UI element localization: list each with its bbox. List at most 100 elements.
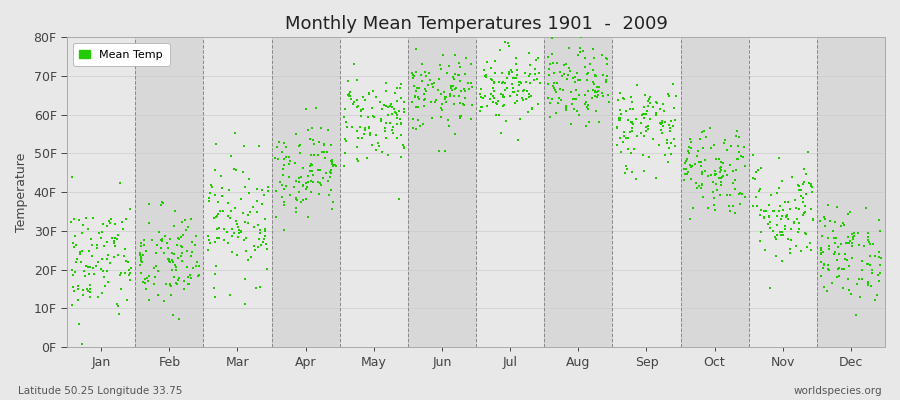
Point bbox=[75, 341, 89, 347]
Point bbox=[715, 166, 729, 173]
Point bbox=[794, 187, 808, 194]
Bar bbox=[135, 37, 203, 347]
Point bbox=[589, 108, 603, 114]
Point bbox=[493, 47, 508, 54]
Point bbox=[816, 284, 831, 290]
Point bbox=[772, 185, 787, 191]
Point bbox=[391, 121, 405, 127]
Point bbox=[612, 115, 626, 122]
Point bbox=[830, 204, 844, 210]
Point bbox=[519, 96, 534, 102]
Point bbox=[545, 83, 560, 89]
Point bbox=[276, 161, 291, 168]
Point bbox=[95, 256, 110, 263]
Point bbox=[778, 214, 793, 220]
Point bbox=[397, 144, 411, 150]
Point bbox=[354, 112, 368, 119]
Point bbox=[749, 194, 763, 200]
Point bbox=[277, 186, 292, 192]
Point bbox=[792, 186, 806, 193]
Point bbox=[214, 192, 229, 199]
Point bbox=[253, 230, 267, 237]
Point bbox=[178, 217, 193, 224]
Point bbox=[813, 218, 827, 224]
Point bbox=[710, 186, 724, 193]
Point bbox=[550, 60, 564, 66]
Point bbox=[268, 188, 283, 194]
Point bbox=[453, 114, 467, 121]
Point bbox=[759, 208, 773, 214]
Point bbox=[279, 144, 293, 151]
Point bbox=[406, 75, 420, 82]
Text: worldspecies.org: worldspecies.org bbox=[794, 386, 882, 396]
Point bbox=[772, 155, 787, 161]
Point bbox=[313, 167, 328, 174]
Point bbox=[621, 135, 635, 141]
Point bbox=[317, 140, 331, 147]
Point bbox=[362, 124, 376, 130]
Point bbox=[483, 64, 498, 71]
Point bbox=[760, 221, 775, 227]
Point bbox=[871, 272, 886, 278]
Point bbox=[649, 99, 663, 106]
Point bbox=[365, 87, 380, 94]
Point bbox=[459, 55, 473, 62]
Point bbox=[432, 75, 446, 82]
Point bbox=[783, 206, 797, 212]
Point bbox=[234, 196, 248, 202]
Point bbox=[552, 95, 566, 102]
Point bbox=[307, 152, 321, 158]
Point bbox=[688, 180, 703, 186]
Point bbox=[390, 85, 404, 91]
Bar bbox=[544, 37, 612, 347]
Point bbox=[727, 177, 742, 183]
Point bbox=[542, 66, 556, 72]
Point bbox=[446, 101, 461, 108]
Point bbox=[545, 60, 560, 66]
Point bbox=[170, 242, 184, 248]
Point bbox=[238, 219, 252, 225]
Point bbox=[713, 169, 727, 175]
Point bbox=[390, 135, 404, 141]
Point bbox=[586, 87, 600, 94]
Point bbox=[627, 146, 642, 152]
Point bbox=[653, 105, 668, 112]
Point bbox=[621, 117, 635, 124]
Point bbox=[637, 110, 652, 117]
Point bbox=[636, 115, 651, 121]
Point bbox=[580, 70, 594, 77]
Point bbox=[457, 71, 472, 77]
Point bbox=[855, 267, 869, 273]
Point bbox=[419, 88, 434, 95]
Point bbox=[247, 224, 261, 230]
Point bbox=[384, 100, 399, 107]
Point bbox=[842, 287, 857, 294]
Point bbox=[362, 89, 376, 96]
Point bbox=[753, 165, 768, 171]
Point bbox=[498, 39, 512, 45]
Point bbox=[417, 97, 431, 103]
Point bbox=[163, 281, 177, 287]
Point bbox=[73, 251, 87, 257]
Point bbox=[94, 235, 108, 241]
Point bbox=[169, 266, 184, 273]
Point bbox=[834, 223, 849, 230]
Point bbox=[714, 164, 728, 170]
Point bbox=[752, 188, 766, 194]
Point bbox=[712, 174, 726, 181]
Point bbox=[814, 246, 828, 253]
Point bbox=[372, 143, 386, 149]
Point bbox=[208, 271, 222, 277]
Point bbox=[486, 85, 500, 91]
Point bbox=[250, 198, 265, 204]
Point bbox=[415, 60, 429, 67]
Point bbox=[726, 202, 741, 209]
Point bbox=[241, 212, 256, 218]
Point bbox=[529, 57, 544, 63]
Point bbox=[496, 79, 510, 85]
Point bbox=[98, 282, 112, 289]
Point bbox=[829, 257, 843, 263]
Point bbox=[418, 69, 432, 76]
Point bbox=[774, 216, 788, 222]
Point bbox=[842, 240, 856, 246]
